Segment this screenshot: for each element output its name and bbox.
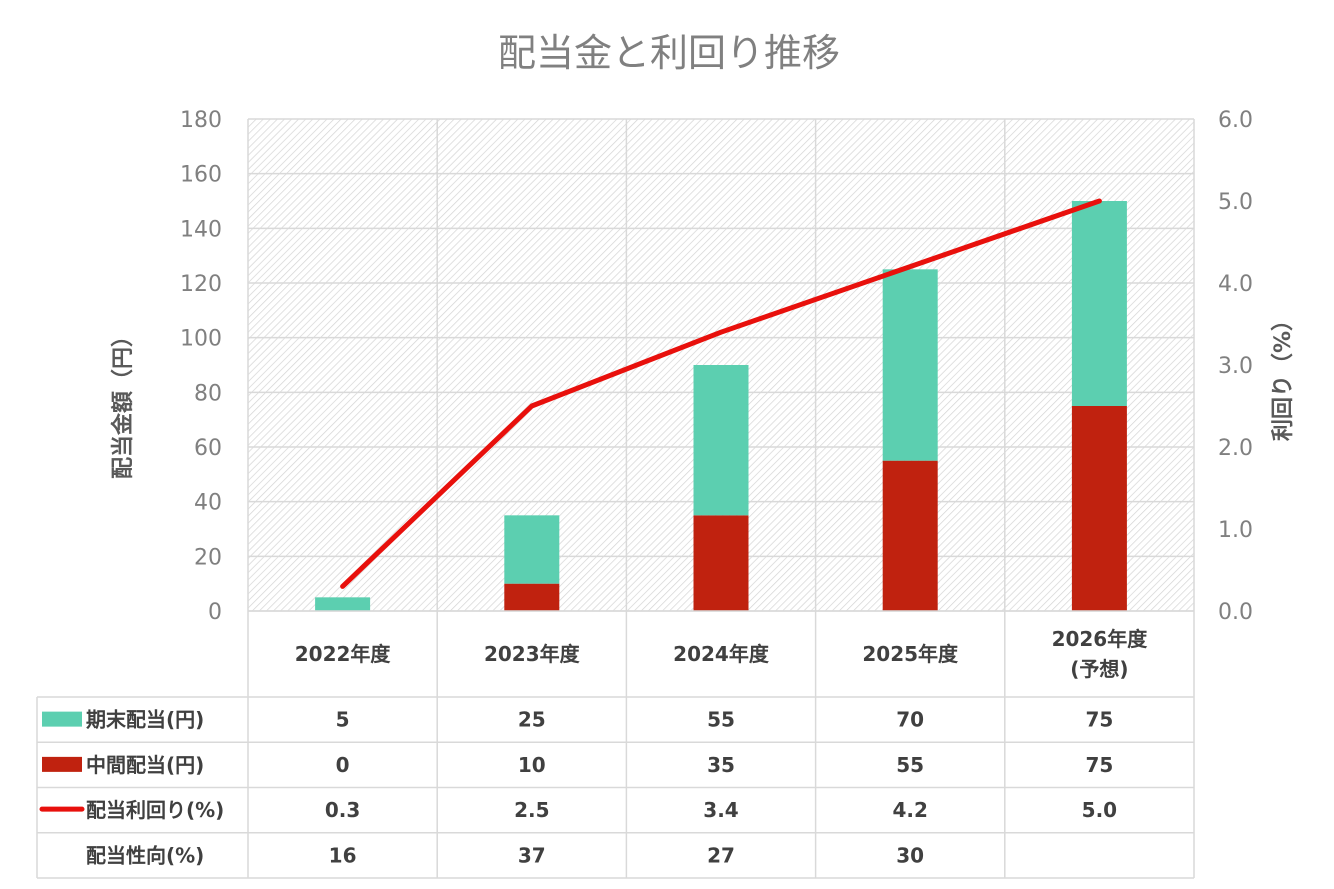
table-cell: 16 [329, 843, 357, 867]
data-table: 2022年度 2023年度 2024年度 2025年度 2026年度 (予想) 期末配当(円… [36, 610, 1194, 879]
table-cell: 5.0 [1082, 798, 1117, 822]
series-line-yield [340, 198, 1102, 589]
left-tick-label: 20 [194, 545, 222, 570]
table-cell: 75 [1085, 753, 1113, 777]
legend-key-interim [42, 756, 82, 772]
table-cell: 0.3 [325, 798, 360, 822]
bar-year-end-dividend [504, 515, 560, 584]
bar-year-end-dividend [882, 269, 938, 461]
table-row-label: 配当性向(%) [86, 843, 204, 867]
left-tick-label: 100 [180, 327, 222, 352]
bar-interim-dividend [1071, 406, 1127, 611]
legend-key-year-end [42, 711, 82, 727]
table-cell: 0 [336, 753, 350, 777]
left-axis-title: 配当金額（円） [110, 325, 136, 479]
left-tick-label: 120 [180, 272, 222, 297]
table-cell: 3.4 [703, 798, 738, 822]
right-tick-label: 6.0 [1218, 108, 1253, 133]
table-cell: 55 [896, 753, 924, 777]
x-category-label: 2025年度 [862, 642, 959, 666]
left-tick-label: 180 [180, 108, 222, 133]
right-tick-label: 0.0 [1218, 600, 1253, 625]
chart-title: 配当金と利回り推移 [498, 31, 840, 75]
left-tick-label: 0 [208, 600, 222, 625]
right-axis-title: 利回り（%） [1271, 309, 1296, 441]
table-cell: 37 [518, 843, 546, 867]
table-cell: 70 [896, 708, 924, 732]
bar-year-end-dividend [693, 365, 749, 516]
table-row-label: 配当利回り(%) [86, 798, 224, 822]
table-cell: 10 [518, 753, 546, 777]
table-row-label: 中間配当(円) [86, 753, 204, 777]
table-cell: 75 [1085, 708, 1113, 732]
table-cell: 55 [707, 708, 735, 732]
table-cell: 35 [707, 753, 735, 777]
right-tick-label: 2.0 [1218, 436, 1253, 461]
left-tick-label: 60 [194, 436, 222, 461]
right-tick-label: 1.0 [1218, 518, 1253, 543]
left-tick-label: 80 [194, 381, 222, 406]
left-axis-tick-labels: 0 20 40 60 80 100 120 140 160 180 [180, 108, 222, 625]
table-cell: 30 [896, 843, 924, 867]
vertical-gridlines [247, 119, 1195, 878]
bar-year-end-dividend [315, 597, 371, 611]
table-cell: 2.5 [514, 798, 549, 822]
bar-interim-dividend [882, 460, 938, 611]
x-category-label: 2026年度 [1052, 627, 1149, 651]
bar-year-end-dividend [1071, 201, 1127, 406]
x-category-label: 2024年度 [673, 642, 770, 666]
table-cell: 25 [518, 708, 546, 732]
yield-line-group [340, 198, 1102, 589]
left-tick-label: 140 [180, 217, 222, 242]
bar-interim-dividend [504, 583, 560, 611]
right-tick-label: 3.0 [1218, 354, 1253, 379]
table-cell: 5 [336, 708, 350, 732]
right-tick-label: 4.0 [1218, 272, 1253, 297]
right-tick-label: 5.0 [1218, 190, 1253, 215]
left-tick-label: 40 [194, 491, 222, 516]
right-axis-tick-labels: 0.0 1.0 2.0 3.0 4.0 5.0 6.0 [1218, 108, 1253, 625]
table-cell: 27 [707, 843, 735, 867]
table-row-label: 期末配当(円) [86, 708, 204, 732]
table-cell: 4.2 [892, 798, 927, 822]
x-category-label: 2023年度 [484, 642, 581, 666]
bar-series-group [315, 201, 1127, 611]
bar-interim-dividend [693, 515, 749, 611]
x-category-label: 2022年度 [295, 642, 392, 666]
x-category-label: (予想) [1070, 657, 1128, 681]
left-tick-label: 160 [180, 163, 222, 188]
